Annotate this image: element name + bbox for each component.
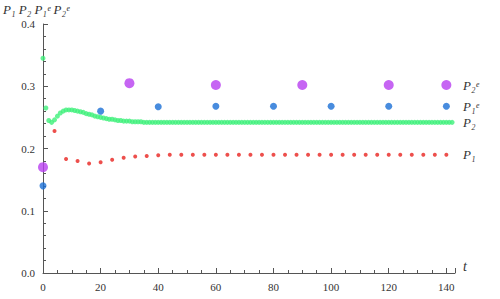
svg-text:40: 40 [153, 281, 165, 293]
svg-text:P₂: P₂ [462, 115, 476, 130]
svg-text:100: 100 [323, 281, 340, 293]
svg-text:120: 120 [380, 281, 397, 293]
svg-text:0.2: 0.2 [21, 143, 35, 155]
svg-text:t: t [463, 259, 468, 274]
svg-text:P₁ᵉ: P₁ᵉ [462, 99, 479, 114]
svg-text:0: 0 [40, 281, 46, 293]
svg-text:140: 140 [438, 281, 455, 293]
svg-text:60: 60 [210, 281, 222, 293]
svg-text:P₁: P₁ [462, 147, 475, 162]
svg-text:0.0: 0.0 [21, 267, 35, 279]
svg-text:P₂ᵉ: P₂ᵉ [462, 78, 479, 93]
svg-text:0.3: 0.3 [21, 80, 35, 92]
svg-text:20: 20 [95, 281, 107, 293]
svg-text:0.4: 0.4 [21, 18, 35, 30]
svg-text:80: 80 [268, 281, 280, 293]
svg-text:0.1: 0.1 [21, 205, 35, 217]
svg-text:P₁ P₂ P₁ᵉ P₂ᵉ: P₁ P₂ P₁ᵉ P₂ᵉ [2, 2, 70, 17]
